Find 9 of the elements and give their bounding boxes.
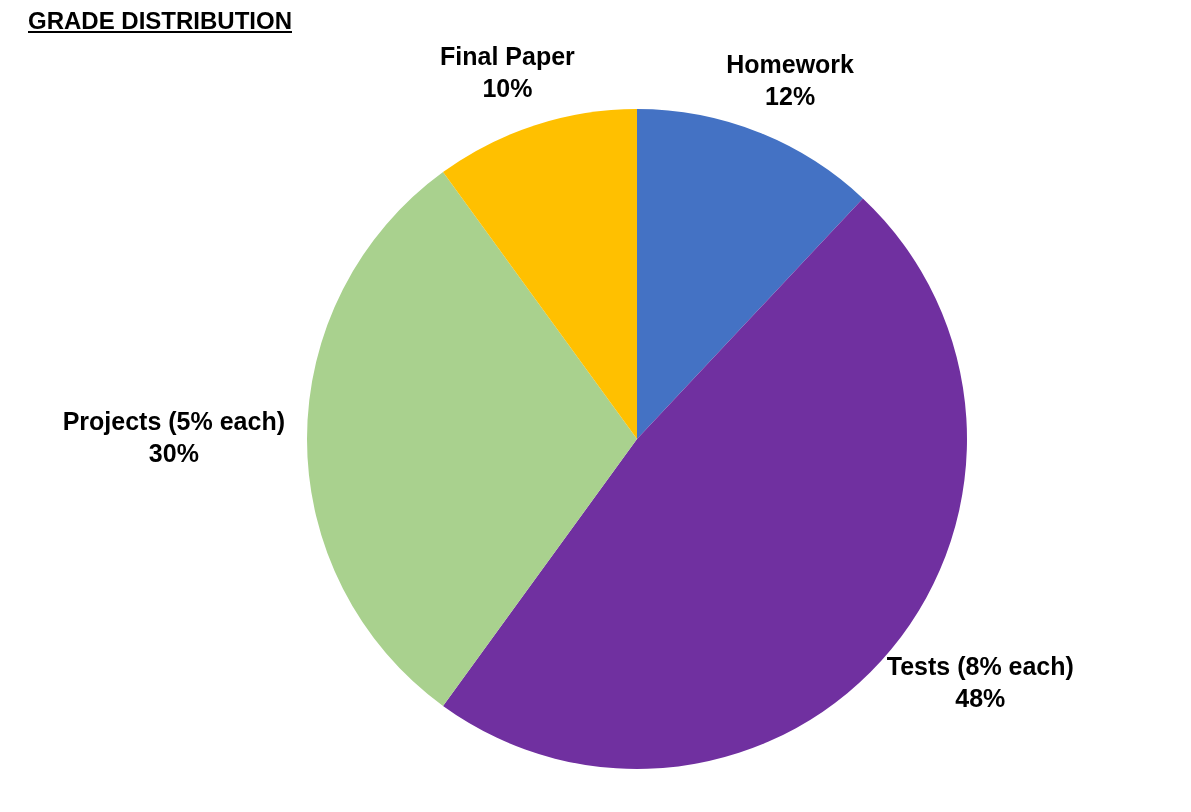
data-label: 48% [955,683,1006,712]
slice-label: Tests (8% each) [886,651,1074,680]
slice-label: Projects (5% each) [62,406,286,435]
data-label: 30% [148,438,199,467]
data-label: 12% [765,81,816,110]
slice-label: Final Paper [440,41,576,70]
chart-title: GRADE DISTRIBUTION [28,7,293,34]
data-label: 10% [482,73,533,102]
slice-label: Homework [726,49,855,78]
